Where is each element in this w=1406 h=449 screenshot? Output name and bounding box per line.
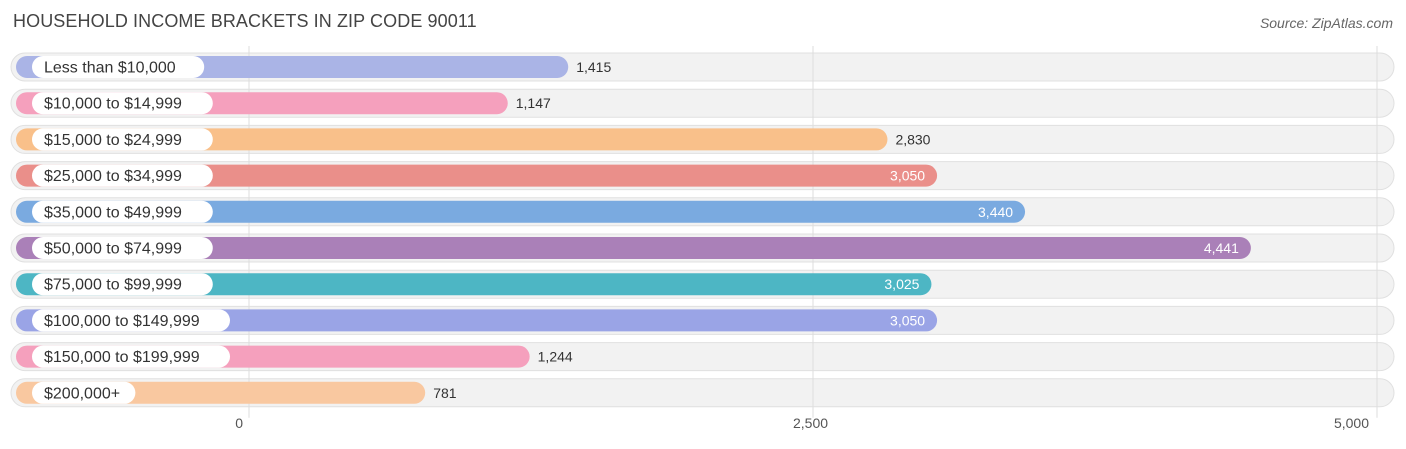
value-label: 3,050 xyxy=(890,312,925,328)
x-tick-label: 0 xyxy=(235,415,243,431)
category-label-pill xyxy=(32,309,230,332)
bar xyxy=(16,164,938,187)
category-label: $200,000+ xyxy=(44,385,120,402)
bar xyxy=(16,273,932,296)
x-tick-label: 5,000 xyxy=(1334,415,1369,431)
value-label: 3,025 xyxy=(884,276,919,292)
value-label: 4,441 xyxy=(1204,240,1239,256)
category-label-pill xyxy=(32,237,213,259)
value-label: 3,440 xyxy=(978,204,1013,220)
category-label-pill xyxy=(32,56,205,78)
value-label: 1,244 xyxy=(538,349,573,365)
value-label: 1,415 xyxy=(576,59,611,75)
value-label: 781 xyxy=(433,385,457,401)
category-label: $10,000 to $14,999 xyxy=(44,96,182,113)
category-label: $15,000 to $24,999 xyxy=(44,132,182,149)
value-label: 1,147 xyxy=(516,95,551,111)
category-label-pill xyxy=(32,345,230,368)
chart-title: HOUSEHOLD INCOME BRACKETS IN ZIP CODE 90… xyxy=(13,11,477,31)
category-label-pill xyxy=(32,164,213,187)
category-label: $100,000 to $149,999 xyxy=(44,313,200,330)
category-label: $50,000 to $74,999 xyxy=(44,241,182,258)
source-label: Source: ZipAtlas.com xyxy=(1259,15,1393,31)
category-label-pill xyxy=(32,381,136,404)
bar xyxy=(16,128,888,151)
x-tick-label: 2,500 xyxy=(793,415,828,431)
category-label: Less than $10,000 xyxy=(44,60,176,77)
category-label: $150,000 to $199,999 xyxy=(44,349,200,366)
category-label-pill xyxy=(32,200,213,223)
bar xyxy=(16,237,1251,259)
category-label-pill xyxy=(32,92,213,115)
bar xyxy=(16,309,938,332)
category-label: $25,000 to $34,999 xyxy=(44,168,182,185)
category-label: $35,000 to $49,999 xyxy=(44,204,182,221)
bar xyxy=(16,200,1026,223)
value-label: 2,830 xyxy=(895,131,930,147)
category-label-pill xyxy=(32,273,213,296)
value-label: 3,050 xyxy=(890,168,925,184)
category-label: $75,000 to $99,999 xyxy=(44,277,182,294)
category-label-pill xyxy=(32,128,213,151)
